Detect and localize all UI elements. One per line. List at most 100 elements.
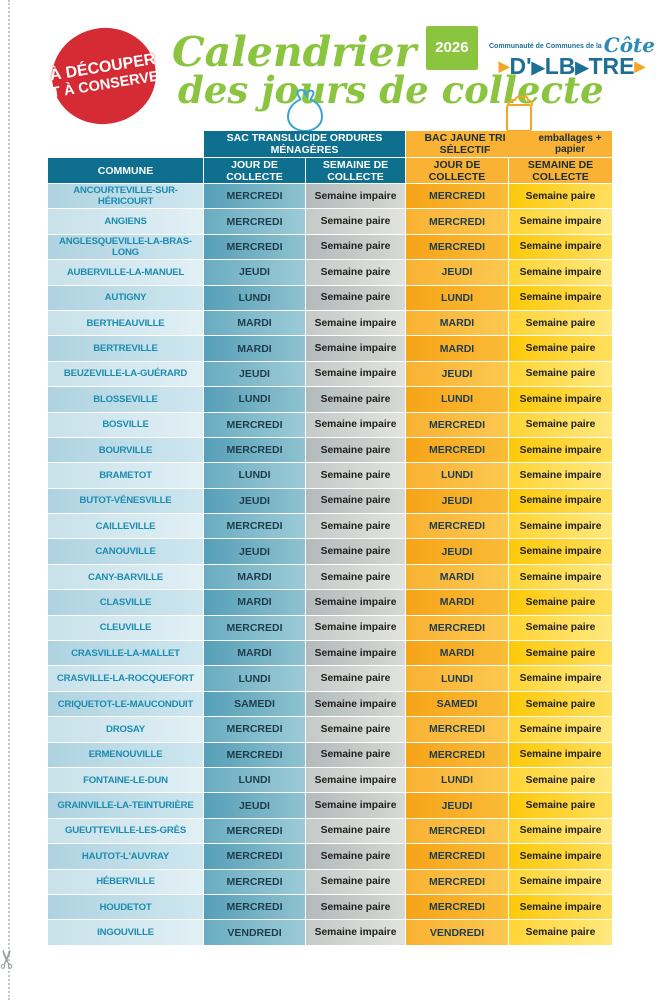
- jour-tri-cell: MARDI: [406, 564, 508, 590]
- jour-ordures-cell: MERCREDI: [204, 514, 305, 539]
- semaine-ordures-cell: Semaine paire: [306, 894, 405, 920]
- title-line1: Calendrier 2026: [172, 26, 604, 73]
- semaine-tri-cell: Semaine impaire: [509, 894, 612, 920]
- semaine-ordures-cell: Semaine impaire: [306, 920, 405, 945]
- semaine-ordures-cell: Semaine impaire: [306, 615, 405, 641]
- logo-a-triangle-icon: ▶: [531, 58, 545, 77]
- semaine-ordures-cell: Semaine paire: [306, 488, 405, 514]
- semaine-ordures-cell: Semaine impaire: [306, 793, 405, 818]
- jour-ordures-cell: JEUDI: [204, 361, 305, 387]
- commune-cell: CRASVILLE-LA-MALLET: [48, 641, 203, 666]
- title-text-1: Calendrier: [172, 28, 417, 76]
- jour-ordures-cell: JEUDI: [204, 539, 305, 564]
- jour-tri-cell: MERCREDI: [406, 717, 508, 742]
- commune-cell: HAUTOT-L'AUVRAY: [48, 844, 203, 869]
- jour-ordures-cell: MARDI: [204, 310, 305, 336]
- commune-cell: BOURVILLE: [48, 437, 203, 463]
- semaine-ordures-cell: Semaine paire: [306, 209, 405, 234]
- logo-small-text: Communauté de Communes de la: [488, 43, 602, 50]
- jour-tri-cell: LUNDI: [406, 387, 508, 412]
- commune-cell: CRIQUETOT-LE-MAUCONDUIT: [48, 691, 203, 717]
- column-header-commune: COMMUNE: [48, 158, 203, 183]
- jour-tri-cell: MERCREDI: [406, 844, 508, 869]
- logo-cote-text: Côte: [603, 33, 656, 57]
- jour-ordures-cell: MARDI: [204, 564, 305, 590]
- jour-tri-cell: MERCREDI: [406, 818, 508, 844]
- column-header-semaine-ordures: SEMAINE DE COLLECTE: [306, 158, 405, 183]
- semaine-tri-cell: Semaine impaire: [509, 539, 612, 564]
- jour-ordures-cell: LUNDI: [204, 666, 305, 691]
- jour-tri-cell: MERCREDI: [406, 437, 508, 463]
- jour-tri-cell: MERCREDI: [406, 209, 508, 234]
- trash-bag-icon: [287, 89, 323, 132]
- commune-cell: BUTOT-VÉNESVILLE: [48, 488, 203, 514]
- jour-tri-cell: MERCREDI: [406, 514, 508, 539]
- semaine-ordures-cell: Semaine paire: [306, 564, 405, 590]
- commune-cell: CLASVILLE: [48, 590, 203, 615]
- commune-cell: CANY-BARVILLE: [48, 564, 203, 590]
- semaine-tri-cell: Semaine impaire: [509, 818, 612, 844]
- year-badge: 2026: [426, 26, 478, 70]
- logo-part3: TRE: [588, 53, 635, 79]
- semaine-tri-cell: Semaine impaire: [509, 742, 612, 767]
- semaine-ordures-cell: Semaine impaire: [306, 590, 405, 615]
- jour-ordures-cell: SAMEDI: [204, 691, 305, 717]
- jour-tri-cell: VENDREDI: [406, 920, 508, 945]
- semaine-tri-cell: Semaine paire: [509, 412, 612, 437]
- semaine-ordures-cell: Semaine paire: [306, 260, 405, 285]
- semaine-tri-cell: Semaine paire: [509, 767, 612, 793]
- jour-ordures-cell: MERCREDI: [204, 818, 305, 844]
- cote-albatre-logo: Communauté de Communes de la Côte ▶D'▶LB…: [484, 33, 659, 80]
- commune-cell: ERMENOUVILLE: [48, 742, 203, 767]
- semaine-ordures-cell: Semaine impaire: [306, 412, 405, 437]
- jour-ordures-cell: MERCREDI: [204, 869, 305, 894]
- semaine-ordures-cell: Semaine paire: [306, 844, 405, 869]
- semaine-tri-cell: Semaine paire: [509, 615, 612, 641]
- commune-cell: HOUDETOT: [48, 894, 203, 920]
- commune-cell: AUTIGNY: [48, 285, 203, 310]
- logo-part1: D': [509, 53, 532, 79]
- semaine-tri-cell: Semaine impaire: [509, 209, 612, 234]
- jour-ordures-cell: MERCREDI: [204, 412, 305, 437]
- commune-cell: AUBERVILLE-LA-MANUEL: [48, 260, 203, 285]
- semaine-ordures-cell: Semaine impaire: [306, 641, 405, 666]
- cut-dotted-line: [8, 0, 10, 1000]
- commune-cell: BLOSSEVILLE: [48, 387, 203, 412]
- semaine-tri-cell: Semaine impaire: [509, 437, 612, 463]
- semaine-tri-cell: Semaine impaire: [509, 844, 612, 869]
- jour-tri-cell: JEUDI: [406, 539, 508, 564]
- jour-tri-cell: JEUDI: [406, 793, 508, 818]
- scissors-icon: ✂: [0, 948, 22, 970]
- semaine-tri-cell: Semaine impaire: [509, 488, 612, 514]
- commune-cell: GRAINVILLE-LA-TEINTURIÈRE: [48, 793, 203, 818]
- jour-tri-cell: MARDI: [406, 336, 508, 361]
- commune-cell: BRAMETOT: [48, 463, 203, 488]
- semaine-ordures-cell: Semaine paire: [306, 869, 405, 894]
- keep-badge: À DÉCOUPER ET À CONSERVER: [41, 20, 170, 132]
- semaine-tri-cell: Semaine paire: [509, 691, 612, 717]
- semaine-tri-cell: Semaine impaire: [509, 285, 612, 310]
- semaine-tri-cell: Semaine paire: [509, 361, 612, 387]
- jour-tri-cell: JEUDI: [406, 361, 508, 387]
- jour-ordures-cell: MERCREDI: [204, 234, 305, 260]
- logo-top-line: Communauté de Communes de la Côte: [484, 33, 659, 57]
- jour-tri-cell: JEUDI: [406, 488, 508, 514]
- semaine-ordures-cell: Semaine paire: [306, 717, 405, 742]
- collection-table: SAC TRANSLUCIDE ORDURES MÉNAGÈRES BAC JA…: [48, 131, 612, 945]
- semaine-tri-cell: Semaine paire: [509, 793, 612, 818]
- commune-cell: ANCOURTEVILLE-SUR-HÉRICOURT: [48, 184, 203, 209]
- semaine-tri-cell: Semaine paire: [509, 920, 612, 945]
- jour-tri-cell: MERCREDI: [406, 894, 508, 920]
- jour-tri-cell: MERCREDI: [406, 184, 508, 209]
- jour-ordures-cell: MERCREDI: [204, 844, 305, 869]
- jour-tri-cell: MERCREDI: [406, 869, 508, 894]
- column-header-jour-ordures: JOUR DE COLLECTE: [204, 158, 305, 183]
- jour-ordures-cell: MERCREDI: [204, 209, 305, 234]
- jour-tri-cell: MARDI: [406, 310, 508, 336]
- semaine-ordures-cell: Semaine impaire: [306, 767, 405, 793]
- jour-ordures-cell: MERCREDI: [204, 742, 305, 767]
- commune-cell: GUEUTTEVILLE-LES-GRÈS: [48, 818, 203, 844]
- jour-tri-cell: SAMEDI: [406, 691, 508, 717]
- semaine-ordures-cell: Semaine paire: [306, 818, 405, 844]
- semaine-ordures-cell: Semaine impaire: [306, 361, 405, 387]
